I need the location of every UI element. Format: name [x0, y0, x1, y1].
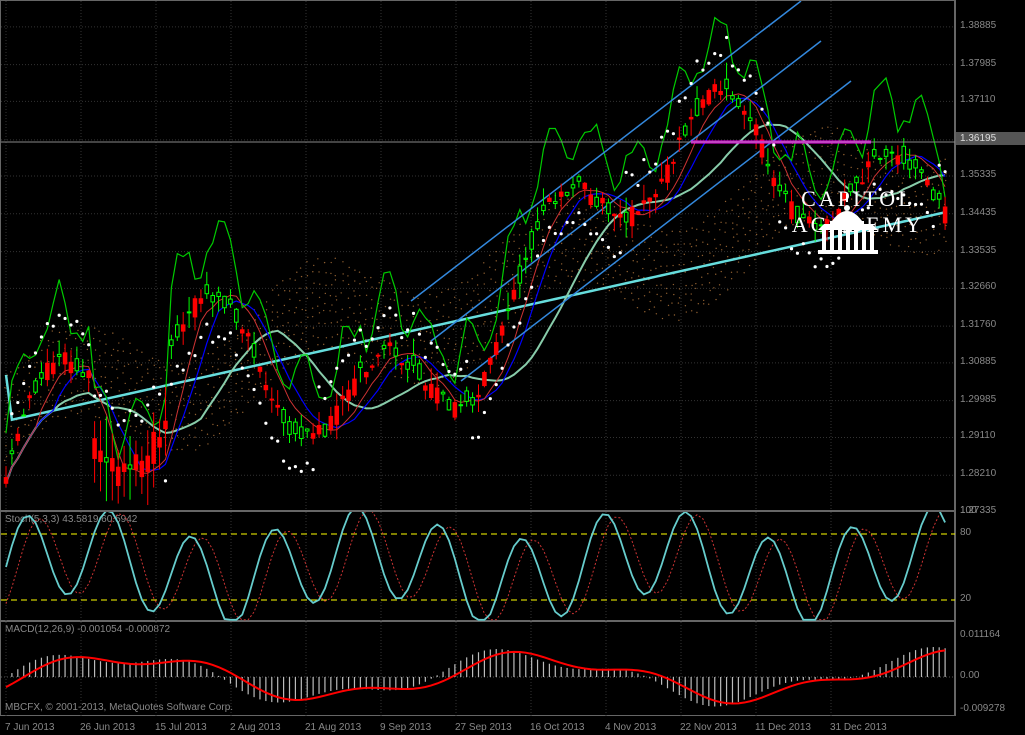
price-tick: 1.31760 — [960, 319, 996, 330]
date-axis: 7 Jun 2013 26 Jun 2013 15 Jul 2013 2 Aug 20… — [0, 716, 955, 735]
current-price-marker: 1.36195 — [956, 132, 1025, 145]
stochastic-panel[interactable]: Stoch(5,3,3) 43.5819 60.5942 — [0, 511, 955, 621]
macd-axis: 0.011164 0.00 -0.009278 — [955, 621, 1025, 716]
macd-tick: 0.011164 — [960, 629, 1000, 640]
stoch-tick: 20 — [960, 593, 971, 604]
stoch-tick: 100 — [960, 505, 977, 516]
price-tick: 1.37985 — [960, 58, 996, 69]
chart-container: CAPITOL ACADEMY 1.273351.282101.291101.2… — [0, 0, 1025, 735]
price-tick: 1.33535 — [960, 245, 996, 256]
price-tick: 1.38885 — [960, 20, 996, 31]
date-tick: 7 Jun 2013 — [5, 722, 55, 733]
macd-tick: 0.00 — [960, 670, 979, 681]
date-tick: 31 Dec 2013 — [830, 722, 887, 733]
date-tick: 26 Jun 2013 — [80, 722, 135, 733]
date-tick: 4 Nov 2013 — [605, 722, 656, 733]
macd-panel[interactable]: MACD(12,26,9) -0.001054 -0.000872 MBCFX,… — [0, 621, 955, 716]
date-tick: 27 Sep 2013 — [455, 722, 512, 733]
price-tick: 1.32660 — [960, 281, 996, 292]
price-tick: 1.28210 — [960, 468, 996, 479]
price-axis: 1.273351.282101.291101.299851.308851.317… — [955, 0, 1025, 511]
price-tick: 1.30885 — [960, 356, 996, 367]
date-tick: 2 Aug 2013 — [230, 722, 281, 733]
date-tick: 15 Jul 2013 — [155, 722, 207, 733]
date-tick: 9 Sep 2013 — [380, 722, 431, 733]
main-price-panel[interactable]: CAPITOL ACADEMY — [0, 0, 955, 511]
price-tick: 1.29985 — [960, 394, 996, 405]
price-tick: 1.29110 — [960, 430, 995, 441]
stoch-tick: 80 — [960, 527, 971, 538]
macd-tick: -0.009278 — [960, 703, 1005, 714]
price-tick: 1.37110 — [960, 94, 995, 105]
stoch-axis: 2080100 — [955, 511, 1025, 621]
copyright-text: MBCFX, © 2001-2013, MetaQuotes Software … — [5, 702, 233, 713]
stoch-svg — [1, 512, 956, 622]
date-tick: 11 Dec 2013 — [755, 722, 811, 733]
date-tick: 16 Oct 2013 — [530, 722, 584, 733]
price-tick: 1.34435 — [960, 207, 996, 218]
main-chart-svg — [1, 1, 956, 512]
date-tick: 21 Aug 2013 — [305, 722, 361, 733]
date-tick: 22 Nov 2013 — [680, 722, 737, 733]
price-tick: 1.35335 — [960, 169, 996, 180]
